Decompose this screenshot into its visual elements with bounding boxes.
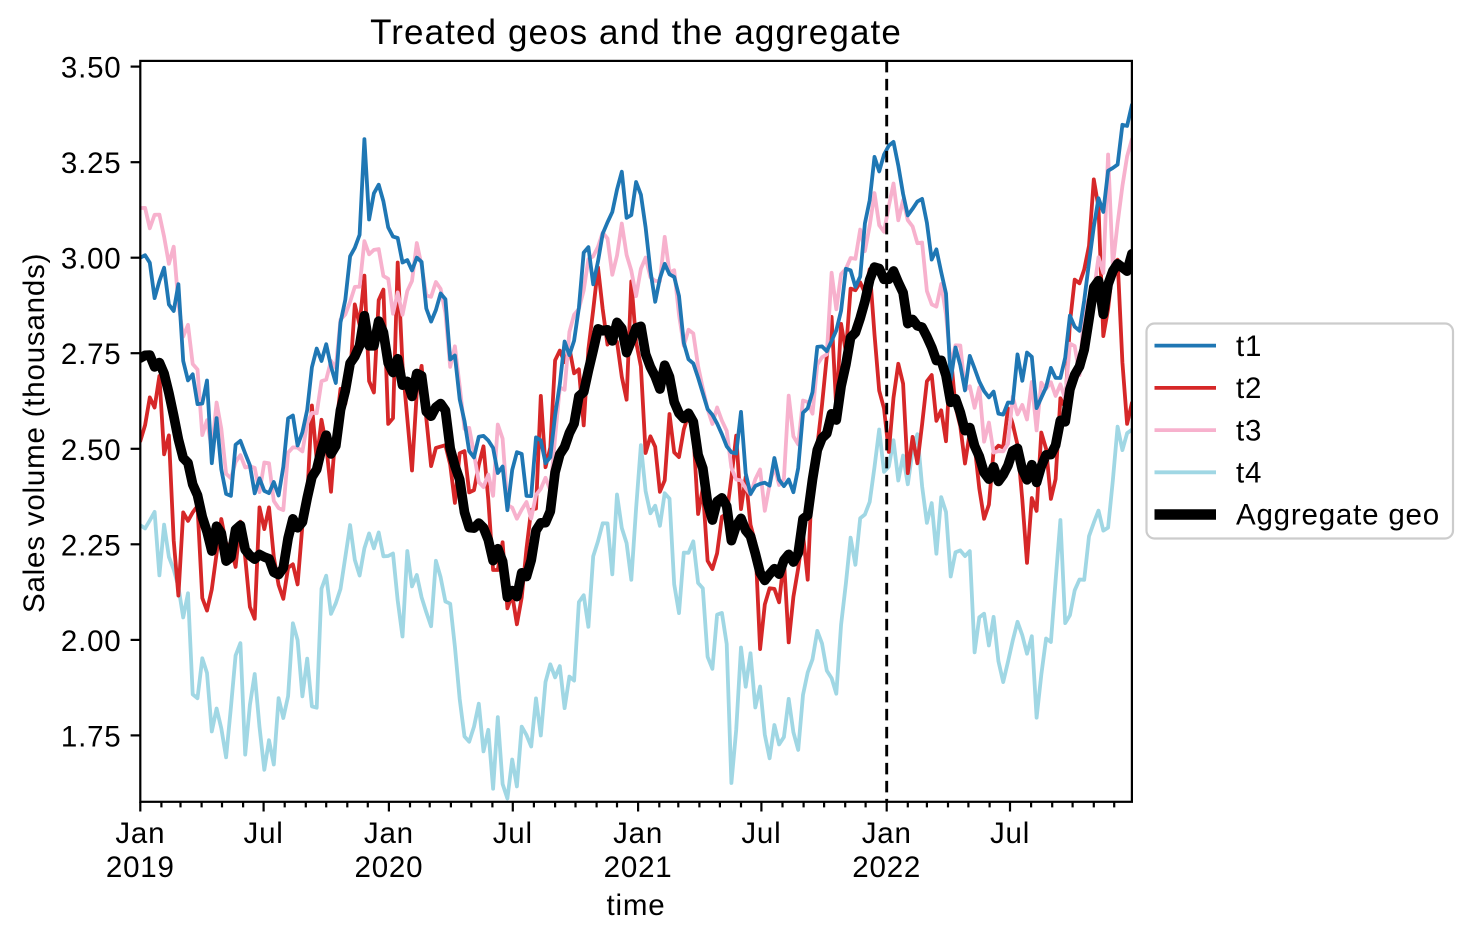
svg-text:time: time [607, 889, 666, 922]
svg-text:3.00: 3.00 [61, 243, 122, 276]
svg-text:3.25: 3.25 [61, 147, 122, 180]
svg-text:Aggregate geo: Aggregate geo [1236, 499, 1440, 532]
svg-text:1.75: 1.75 [61, 720, 122, 753]
svg-text:Jul: Jul [741, 817, 781, 850]
svg-text:2020: 2020 [354, 851, 423, 884]
svg-text:t4: t4 [1236, 457, 1262, 490]
svg-text:Jul: Jul [244, 817, 284, 850]
svg-text:Jul: Jul [493, 817, 533, 850]
svg-text:Jan: Jan [613, 817, 663, 850]
svg-text:Jan: Jan [364, 817, 414, 850]
svg-text:2022: 2022 [852, 851, 921, 884]
svg-text:t3: t3 [1236, 414, 1262, 447]
svg-text:Jul: Jul [990, 817, 1030, 850]
svg-text:2.75: 2.75 [61, 338, 122, 371]
svg-text:3.50: 3.50 [61, 52, 122, 85]
svg-text:Jan: Jan [862, 817, 912, 850]
svg-text:Jan: Jan [115, 817, 165, 850]
svg-text:2021: 2021 [604, 851, 673, 884]
svg-text:2.00: 2.00 [61, 625, 122, 658]
svg-text:Sales volume (thousands): Sales volume (thousands) [18, 253, 51, 613]
svg-text:2019: 2019 [106, 851, 175, 884]
svg-text:t1: t1 [1236, 330, 1262, 363]
svg-text:Treated geos and the aggregate: Treated geos and the aggregate [370, 13, 902, 52]
svg-text:2.25: 2.25 [61, 529, 122, 562]
svg-text:t2: t2 [1236, 372, 1262, 405]
svg-text:2.50: 2.50 [61, 434, 122, 467]
